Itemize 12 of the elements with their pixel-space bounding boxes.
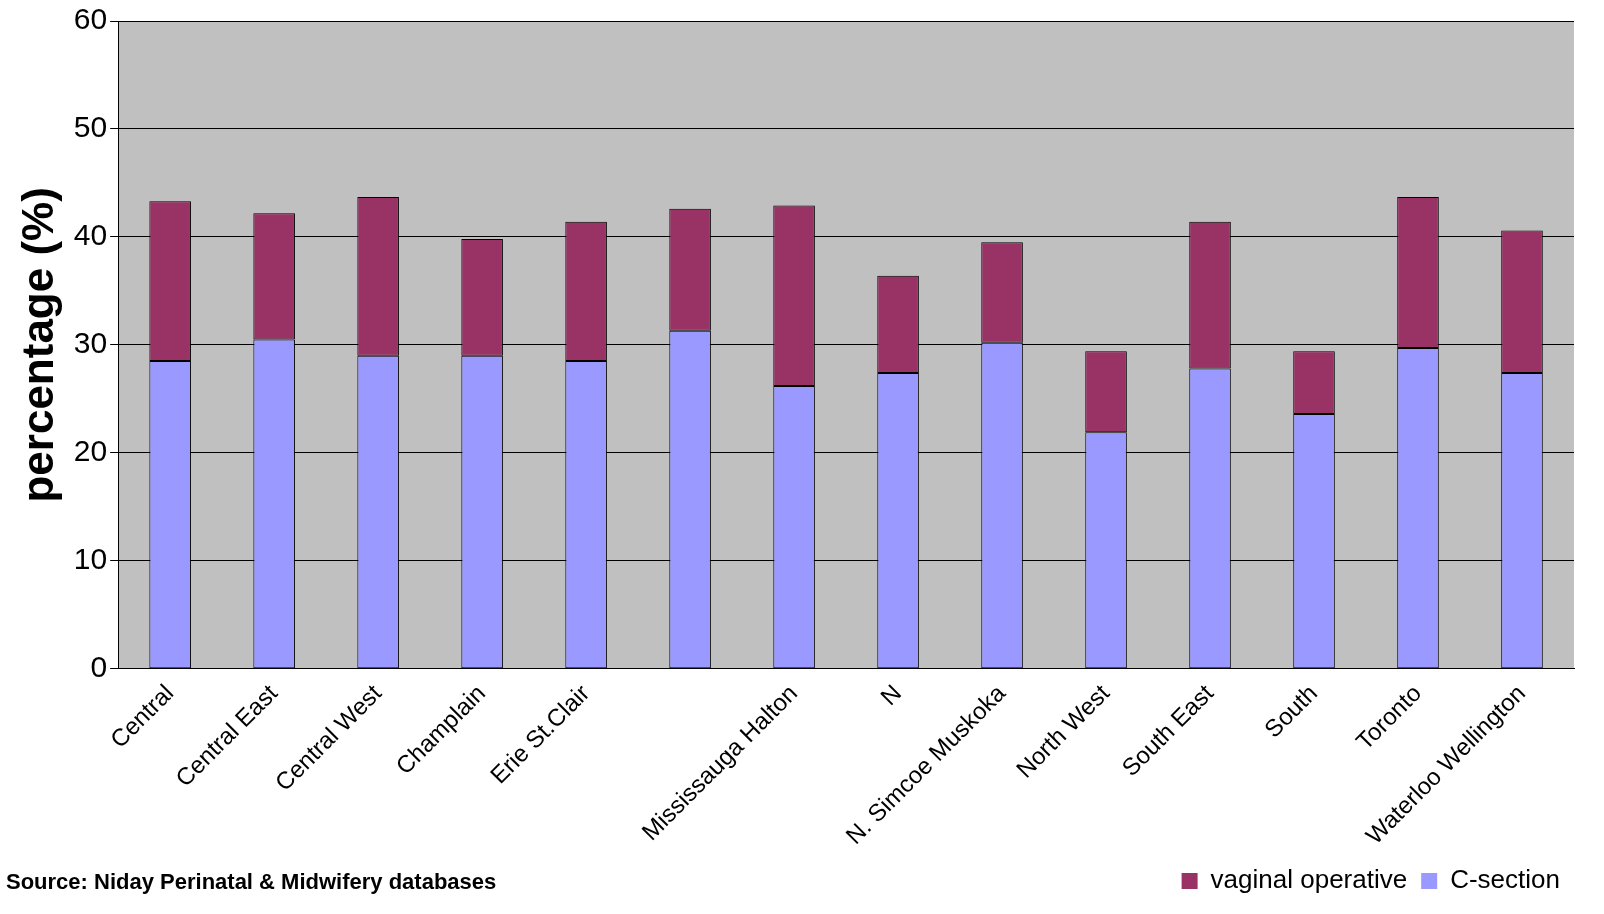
y-tick-label: 50	[73, 110, 108, 144]
y-tick-label: 30	[73, 326, 108, 360]
y-tick-label: 10	[73, 542, 108, 576]
y-tick-label: 40	[73, 218, 108, 252]
x-tick-label: N	[874, 679, 907, 711]
legend-label: vaginal operative	[1210, 864, 1408, 895]
y-tick-label: 20	[73, 434, 108, 468]
legend-label: C-section	[1450, 864, 1561, 895]
y-tick-label: 0	[90, 649, 108, 683]
y-axis-title: percentage (%)	[12, 187, 62, 503]
source-note: Source: Niday Perinatal & Midwifery databases	[6, 869, 497, 895]
y-tick-label: 60	[73, 2, 108, 36]
